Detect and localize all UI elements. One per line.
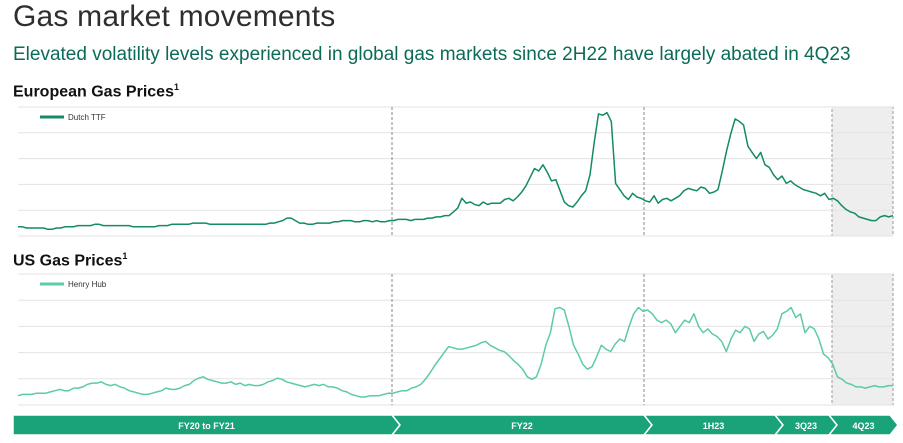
series-line-henry-hub — [17, 306, 893, 398]
page-subtitle: Elevated volatility levels experienced i… — [13, 44, 851, 65]
us-chart-title: US Gas Prices1 — [13, 251, 128, 270]
chart-panel-henry-hub: Henry Hub — [17, 273, 894, 406]
legend-label-ttf: Dutch TTF — [68, 113, 106, 122]
page-title: Gas market movements — [13, 0, 336, 33]
timeline-segment — [827, 414, 899, 436]
european-chart-title: European Gas Prices1 — [13, 82, 179, 101]
timeline-label-fy22: FY22 — [511, 421, 533, 431]
chart-panel-ttf: Dutch TTF — [18, 106, 894, 237]
series-line-ttf — [18, 111, 894, 231]
timeline-label-1h23: 1H23 — [703, 421, 725, 431]
timeline-label-4q23: 4Q23 — [852, 421, 874, 431]
shaded-4q23-region — [831, 106, 894, 237]
legend-label-henry-hub: Henry Hub — [68, 280, 107, 289]
timeline-label-3q23: 3Q23 — [795, 421, 817, 431]
shaded-4q23-region — [831, 273, 894, 406]
timeline-bar: FY20 to FY21 FY22 1H23 3Q23 4Q23 — [12, 414, 899, 436]
timeline-label-fy20-to-fy21: FY20 to FY21 — [178, 421, 235, 431]
